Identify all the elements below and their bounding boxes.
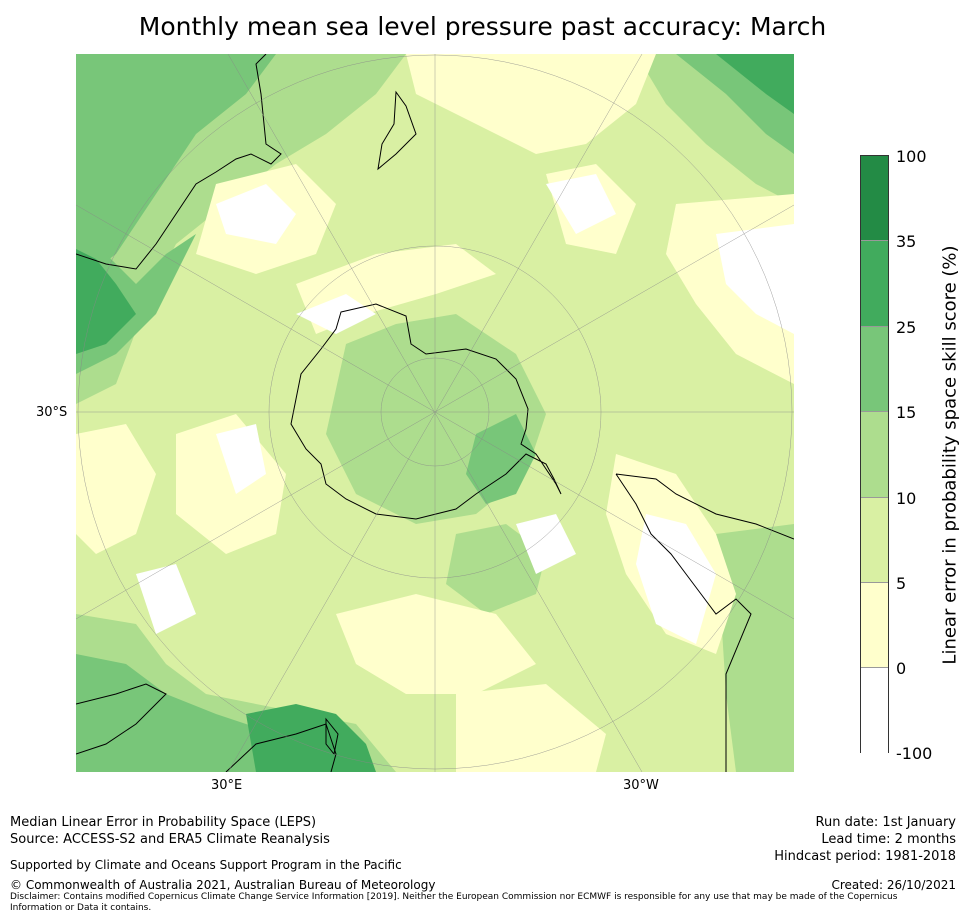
footer-source: Source: ACCESS-S2 and ERA5 Climate Reana… — [10, 832, 330, 847]
lat-label-30s: 30°S — [36, 405, 68, 420]
footer-right: Run date: 1st January Lead time: 2 month… — [774, 814, 956, 865]
skill-zone-high — [76, 54, 794, 772]
colorbar-segment-5-10 — [861, 497, 888, 583]
footer-support: Supported by Climate and Oceans Support … — [10, 858, 402, 872]
footer-left: Median Linear Error in Probability Space… — [10, 814, 330, 848]
colorbar — [860, 155, 889, 754]
colorbar-tick-100: 100 — [896, 147, 927, 166]
disclaimer-line-2: Information or Data it contains. — [10, 903, 152, 913]
colorbar-segment-0-5 — [861, 582, 888, 669]
chart-title: Monthly mean sea level pressure past acc… — [138, 12, 827, 41]
south-america-coastline — [615, 473, 794, 772]
lon-label-30e: 30°E — [211, 778, 243, 793]
polar-map — [76, 54, 794, 772]
colorbar-segment-35-100 — [861, 156, 888, 242]
created-date: Created: 26/10/2021 — [831, 878, 956, 892]
colorbar-segment-15-25 — [861, 326, 888, 413]
colorbar-tick-0: 0 — [896, 659, 907, 678]
colorbar-tick-25: 25 — [896, 318, 917, 337]
colorbar-tick-5: 5 — [896, 574, 907, 593]
hindcast-period: Hindcast period: 1981-2018 — [774, 849, 956, 864]
lon-label-30w: 30°W — [623, 778, 659, 793]
colorbar-tick-35: 35 — [896, 232, 917, 251]
footer-copyright: © Commonwealth of Australia 2021, Austra… — [10, 878, 436, 892]
africa-coastline — [76, 683, 337, 772]
colorbar-segment-neg100-0 — [861, 668, 888, 754]
footer-disclaimer: Disclaimer: Contains modified Copernicus… — [10, 892, 950, 914]
australia-coastline — [76, 54, 282, 270]
colorbar-tick-10: 10 — [896, 489, 917, 508]
colorbar-tick-neg100: -100 — [896, 744, 933, 763]
colorbar-segment-25-35 — [861, 241, 888, 327]
footer-method: Median Linear Error in Probability Space… — [10, 815, 317, 830]
disclaimer-line-1: Disclaimer: Contains modified Copernicus… — [10, 892, 898, 902]
colorbar-title: Linear error in probability space skill … — [939, 245, 961, 665]
colorbar-segment-10-15 — [861, 412, 888, 498]
colorbar-tick-15: 15 — [896, 403, 917, 422]
lead-time: Lead time: 2 months — [821, 832, 956, 847]
madagascar-coastline — [325, 717, 339, 756]
new-zealand-coastline — [377, 90, 417, 171]
skill-zone-none — [136, 174, 794, 644]
antarctica-coastline — [290, 303, 562, 520]
run-date: Run date: 1st January — [815, 815, 956, 830]
graticule — [76, 54, 794, 772]
